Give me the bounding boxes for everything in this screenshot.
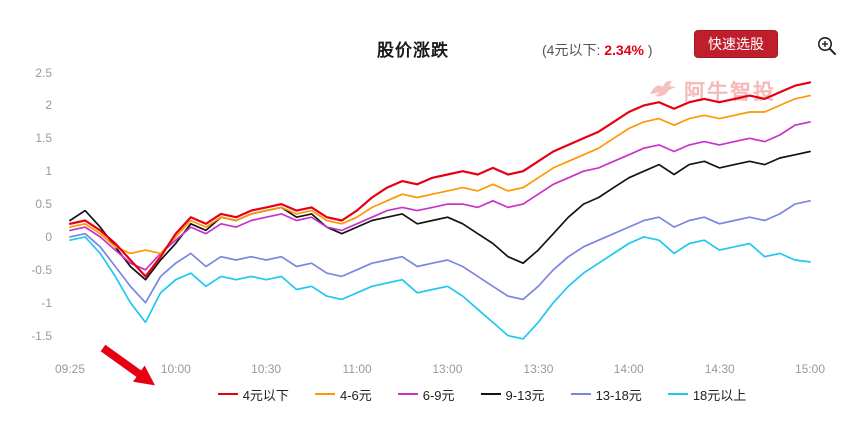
- x-tick-label: 09:25: [54, 362, 86, 376]
- chart-legend: 4元以下 4-6元 6-9元 9-13元 13-18元 18元以上: [132, 384, 832, 404]
- series-line-3: [69, 150, 811, 281]
- legend-label: 6-9元: [422, 387, 455, 403]
- legend-swatch: [667, 393, 688, 395]
- y-tick-label: 1: [45, 164, 52, 179]
- quick-stock-pick-button[interactable]: 快速选股: [694, 30, 778, 58]
- y-tick-label: 2.5: [35, 65, 52, 80]
- x-tick-label: 13:00: [432, 362, 463, 376]
- legend-item-3[interactable]: 9-13元: [480, 385, 545, 404]
- series-line-0: [68, 81, 812, 278]
- annotation-arrow-icon: [98, 344, 173, 396]
- y-tick-label: 1.5: [35, 131, 52, 146]
- legend-item-1[interactable]: 4-6元: [314, 385, 372, 404]
- x-tick-label: 13:30: [523, 362, 554, 376]
- chart-subtitle: (4元以下: 2.34% ): [542, 40, 653, 60]
- legend-label: 18元以上: [692, 387, 747, 403]
- x-tick-label: 14:30: [704, 362, 735, 376]
- legend-label: 4-6元: [339, 387, 372, 403]
- legend-swatch: [314, 393, 335, 395]
- subtitle-percent-value: 2.34%: [604, 42, 644, 58]
- y-tick-label: -1: [41, 295, 52, 310]
- y-tick-label: 0: [45, 229, 52, 244]
- x-tick-label: 14:00: [613, 362, 644, 376]
- y-tick-label: -1.5: [31, 328, 52, 343]
- legend-label: 4元以下: [242, 387, 289, 403]
- legend-item-2[interactable]: 6-9元: [397, 385, 455, 404]
- x-tick-label: 10:00: [160, 362, 191, 376]
- legend-swatch: [217, 393, 238, 395]
- legend-label: 9-13元: [505, 387, 545, 403]
- chart-title: 股价涨跌: [377, 41, 449, 60]
- x-tick-label: 10:30: [251, 362, 282, 376]
- series-line-4: [69, 199, 811, 304]
- legend-swatch: [570, 393, 591, 395]
- y-tick-label: 0.5: [35, 197, 52, 212]
- y-tick-label: -0.5: [31, 262, 52, 277]
- zoom-in-icon[interactable]: [816, 35, 838, 57]
- subtitle-prefix: (4元以下:: [542, 42, 605, 58]
- series-line-2: [69, 121, 811, 271]
- legend-item-5[interactable]: 18元以上: [667, 385, 747, 404]
- y-tick-label: 2: [45, 98, 52, 113]
- series-line-1: [69, 94, 811, 255]
- x-tick-label: 11:00: [342, 362, 372, 376]
- legend-swatch: [480, 393, 501, 395]
- legend-item-0[interactable]: 4元以下: [217, 385, 289, 404]
- legend-swatch: [397, 393, 418, 395]
- series-line-5: [69, 236, 811, 340]
- x-tick-label: 15:00: [794, 362, 826, 376]
- legend-item-4[interactable]: 13-18元: [570, 385, 642, 404]
- subtitle-suffix: ): [647, 42, 653, 58]
- legend-label: 13-18元: [595, 387, 642, 403]
